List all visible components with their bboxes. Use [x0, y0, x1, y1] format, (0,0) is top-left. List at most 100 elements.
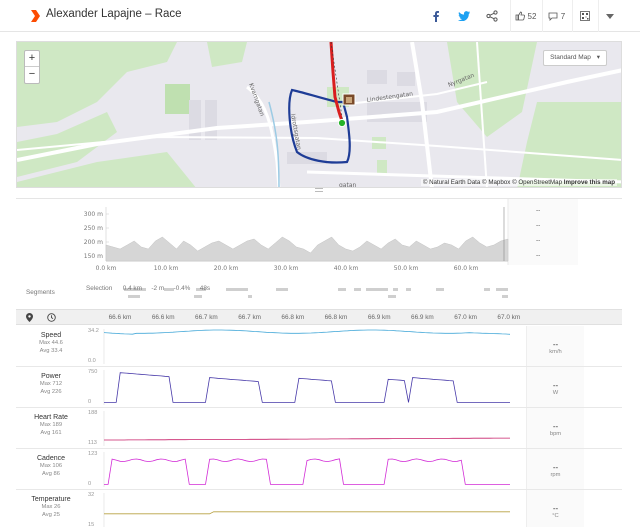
- stream-max: Max 106: [39, 463, 63, 469]
- segment-bar: [502, 295, 508, 298]
- stream-avg: Avg 86: [42, 471, 60, 477]
- distance-tick-label: 66.9 km: [367, 314, 391, 321]
- elevation-y-tick-label: 300 m: [84, 211, 103, 218]
- segment-bar: [366, 288, 388, 291]
- kudos-button[interactable]: 52: [510, 0, 540, 32]
- stream-line-chart: [103, 329, 511, 364]
- segment-bar: [354, 288, 361, 291]
- attribution-text: © Natural Earth Data © Mapbox © OpenStre…: [422, 179, 563, 186]
- stream-current-value: -- bpm: [526, 408, 584, 448]
- share-icon: [486, 10, 498, 22]
- map-resize-handle[interactable]: [315, 188, 323, 192]
- map-pin-toggle[interactable]: [20, 310, 38, 325]
- stream-line: [104, 458, 510, 485]
- comment-icon: [548, 12, 558, 21]
- comments-button[interactable]: 7: [542, 0, 570, 32]
- elevation-x-tick-label: 20.0 km: [214, 265, 239, 272]
- elevation-y-tick-label: 250 m: [84, 225, 103, 232]
- segment-bar: [194, 295, 202, 298]
- stream-axis-min: 0: [88, 399, 92, 405]
- stream-value: --: [552, 422, 559, 431]
- dropdown-arrow-icon: ▾: [596, 54, 600, 61]
- stream-axis-max: 123: [88, 451, 98, 457]
- stream-unit: W: [552, 390, 559, 396]
- stream-row-cadence[interactable]: Cadence Max 106 Avg 86 123 0 -- rpm: [16, 449, 622, 490]
- more-options-button[interactable]: [598, 0, 620, 32]
- stream-row-heart-rate[interactable]: Heart Rate Max 189 Avg 161 188 113 -- bpm: [16, 408, 622, 449]
- segment-bar: [388, 295, 396, 298]
- stream-row-power[interactable]: Power Max 712 Avg 226 750 0 -- W: [16, 367, 622, 408]
- stream-value: --: [552, 340, 559, 349]
- qr-code-button[interactable]: [572, 0, 596, 32]
- segment-bar: [484, 288, 490, 291]
- stream-current-value: -- km/h: [526, 326, 584, 366]
- distance-tick-label: 66.6 km: [151, 314, 175, 321]
- stream-current-value: -- W: [526, 367, 584, 407]
- stream-axis-min: 15: [88, 522, 95, 527]
- distance-tick-label: 66.9 km: [411, 314, 434, 321]
- distance-tick-label: 66.7 km: [195, 314, 218, 321]
- stream-avg: Avg 226: [40, 389, 62, 395]
- map-pin-icon: [25, 313, 33, 322]
- elevation-area: [105, 236, 509, 262]
- stream-row-temperature[interactable]: Temperature Max 26 Avg 25 32 15 -- °C: [16, 490, 622, 527]
- stream-row-speed[interactable]: Speed Max 44.6 Avg 33.4 34.2 0.0 -- km/h: [16, 326, 622, 367]
- route-start-marker: [337, 118, 347, 128]
- distance-tick-label: 67.0 km: [454, 314, 477, 321]
- map-type-select[interactable]: Standard Map ▾: [543, 50, 607, 66]
- stream-axis-max: 750: [88, 369, 98, 375]
- stream-value: --: [552, 504, 559, 513]
- route-active-segment: [329, 42, 345, 125]
- stream-axis-max: 188: [88, 410, 98, 416]
- stream-axis-min: 113: [88, 440, 97, 446]
- selection-summary: Selection 0.4 km -2 m -0.4% 48s: [86, 277, 210, 295]
- selection-grade: -0.4%: [173, 285, 191, 292]
- stream-max: Max 44.6: [39, 340, 63, 346]
- distance-tick-label: 67.0 km: [497, 314, 521, 321]
- improve-map-link[interactable]: Improve this map: [563, 179, 615, 186]
- stream-avg: Avg 161: [40, 430, 62, 436]
- elevation-chart: 300 m 250 m 200 m 150 m 0.0 km 10.0 km 20.0 km…: [84, 199, 578, 298]
- route-map[interactable]: Kvarngatan Idrottsgatan Lindestengatan N…: [16, 41, 622, 188]
- zoom-controls: + −: [24, 50, 40, 84]
- stream-line: [104, 511, 510, 515]
- comment-count: 7: [560, 11, 566, 21]
- time-toggle[interactable]: [42, 310, 60, 325]
- facebook-share-button[interactable]: [426, 0, 446, 32]
- zoom-in-button[interactable]: +: [25, 51, 39, 67]
- stream-line-chart: [103, 493, 510, 527]
- stream-name: Cadence: [36, 455, 66, 462]
- zoom-out-button[interactable]: −: [28, 68, 36, 80]
- elevation-x-tick-label: 40.0 km: [334, 265, 359, 272]
- kudos-count: 52: [527, 11, 537, 21]
- twitter-share-button[interactable]: [452, 0, 476, 32]
- elevation-x-tick-label: 0.0 km: [96, 265, 117, 272]
- segment-bar: [124, 288, 146, 291]
- stream-current-value: -- °C: [526, 490, 584, 527]
- stream-name: Heart Rate: [34, 414, 68, 421]
- stream-unit: km/h: [549, 349, 562, 355]
- route-line: [288, 88, 351, 164]
- segment-bar: [128, 295, 140, 298]
- stream-label: Temperature Max 26 Avg 25: [16, 490, 86, 519]
- photo-marker-icon: [342, 93, 356, 106]
- stream-line-chart: [103, 411, 510, 446]
- stream-line: [104, 437, 510, 441]
- distance-tick-label: 66.6 km: [108, 314, 132, 321]
- share-button[interactable]: [481, 0, 503, 32]
- stream-name: Temperature: [31, 496, 71, 503]
- strava-logo-icon: [31, 10, 40, 22]
- stream-max: Max 189: [39, 422, 63, 428]
- elevation-profile[interactable]: 300 m 250 m 200 m 150 m 0.0 km 10.0 km 20.0 km…: [16, 198, 622, 302]
- stream-max: Max 26: [41, 504, 61, 510]
- elevation-stats-panel: [508, 199, 578, 265]
- stream-line-chart: [103, 370, 510, 405]
- map-tiles: Kvarngatan Idrottsgatan Lindestengatan N…: [17, 42, 621, 187]
- segment-bar: [196, 288, 206, 291]
- elevation-x-tick-label: 50.0 km: [394, 265, 419, 272]
- stream-current-value: -- rpm: [526, 449, 584, 489]
- stream-line: [104, 372, 510, 403]
- activity-title: Alexander Lapajne – Race: [46, 8, 182, 20]
- segments-label: Segments: [26, 289, 55, 296]
- twitter-icon: [458, 11, 470, 21]
